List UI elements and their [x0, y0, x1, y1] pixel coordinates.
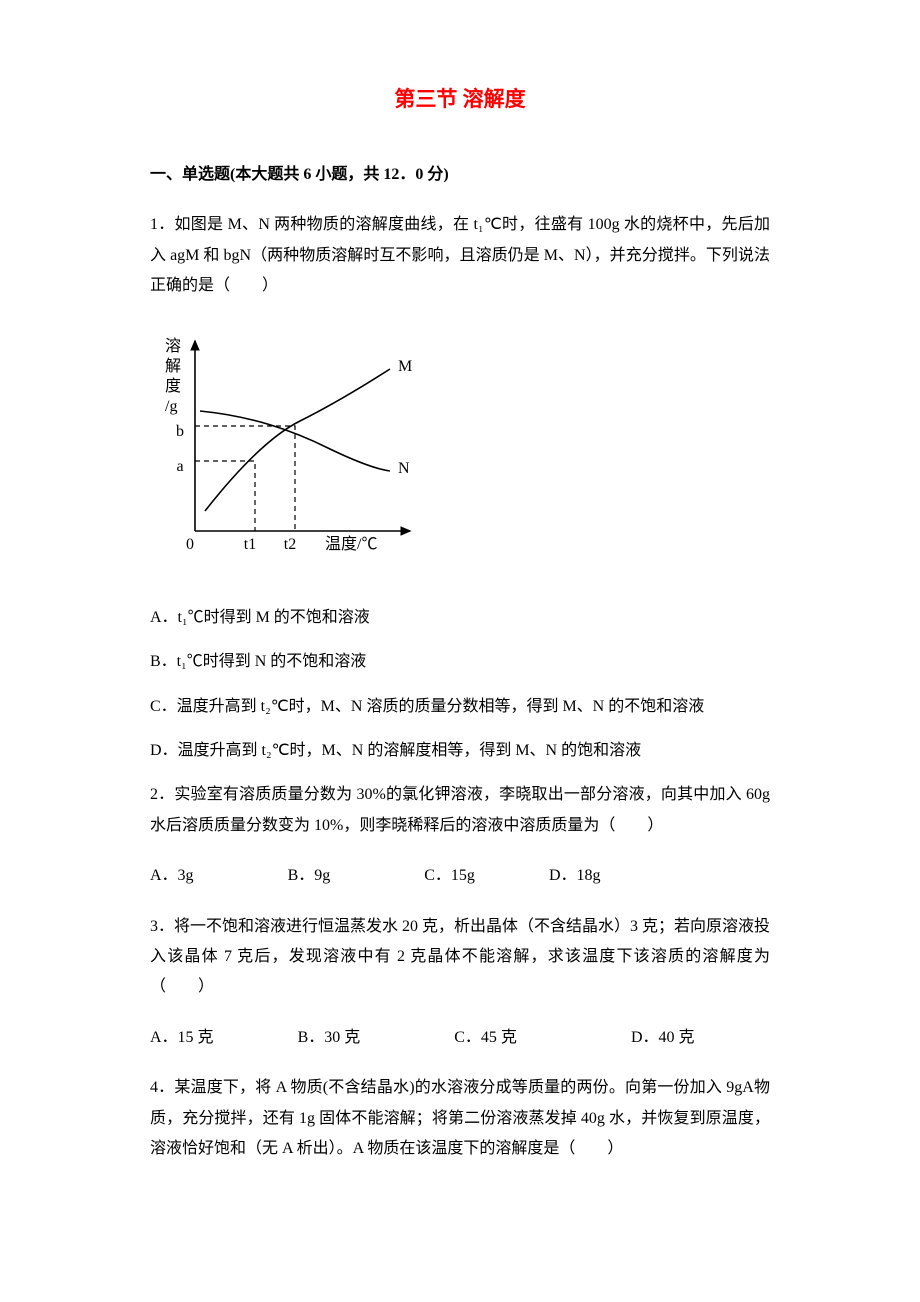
section-heading: 一、单选题(本大题共 6 小题，共 12．0 分) — [150, 160, 770, 190]
question-1-stem: 1．如图是 M、N 两种物质的溶解度曲线，在 t₁℃时，往盛有 100g 水的烧… — [150, 210, 770, 301]
svg-text:N: N — [398, 460, 410, 477]
q3-option-D: D．40 克 — [631, 1023, 695, 1053]
question-4-stem: 4．某温度下，将 A 物质(不含结晶水)的水溶液分成等质量的两份。向第一份加入 … — [150, 1073, 770, 1164]
solubility-chart: 溶解度/g b a 0 t1 t2 温度/℃ M N — [150, 321, 770, 582]
svg-text:b: b — [176, 423, 184, 440]
q2-option-B: B．9g — [288, 861, 331, 891]
q3-option-A: A．15 克 — [150, 1023, 214, 1053]
q1-option-C: C．温度升高到 t₂℃时，M、N 溶质的质量分数相等，得到 M、N 的不饱和溶液 — [150, 692, 770, 722]
svg-text:解: 解 — [165, 357, 181, 375]
question-2-options: A．3g B．9g C．15g D．18g — [150, 861, 770, 891]
svg-text:M: M — [398, 358, 412, 375]
page-root: 第三节 溶解度 一、单选题(本大题共 6 小题，共 12．0 分) 1．如图是 … — [0, 0, 920, 1244]
svg-text:度: 度 — [165, 377, 181, 395]
question-2-stem: 2．实验室有溶质质量分数为 30%的氯化钾溶液，李晓取出一部分溶液，向其中加入 … — [150, 780, 770, 841]
question-3-stem: 3．将一不饱和溶液进行恒温蒸发水 20 克，析出晶体（不含结晶水）3 克；若向原… — [150, 912, 770, 1003]
q3-option-C: C．45 克 — [454, 1023, 517, 1053]
svg-text:a: a — [176, 458, 183, 475]
q1-option-D: D．温度升高到 t₂℃时，M、N 的溶解度相等，得到 M、N 的饱和溶液 — [150, 736, 770, 766]
svg-text:t1: t1 — [244, 536, 256, 553]
svg-text:溶: 溶 — [165, 337, 181, 355]
svg-text:/g: /g — [165, 398, 177, 415]
svg-text:t2: t2 — [284, 536, 296, 553]
q2-option-A: A．3g — [150, 861, 194, 891]
question-3-options: A．15 克 B．30 克 C．45 克 D．40 克 — [150, 1023, 770, 1053]
q1-option-A: A．t₁℃时得到 M 的不饱和溶液 — [150, 603, 770, 633]
page-title: 第三节 溶解度 — [150, 80, 770, 120]
q2-option-D: D．18g — [549, 861, 601, 891]
q2-option-C: C．15g — [424, 861, 475, 891]
svg-text:0: 0 — [186, 536, 194, 553]
question-1-options: A．t₁℃时得到 M 的不饱和溶液 B．t₁℃时得到 N 的不饱和溶液 C．温度… — [150, 603, 770, 767]
svg-text:温度/℃: 温度/℃ — [325, 535, 377, 553]
solubility-chart-svg: 溶解度/g b a 0 t1 t2 温度/℃ M N — [150, 321, 430, 571]
q3-option-B: B．30 克 — [298, 1023, 361, 1053]
q1-option-B: B．t₁℃时得到 N 的不饱和溶液 — [150, 647, 770, 677]
